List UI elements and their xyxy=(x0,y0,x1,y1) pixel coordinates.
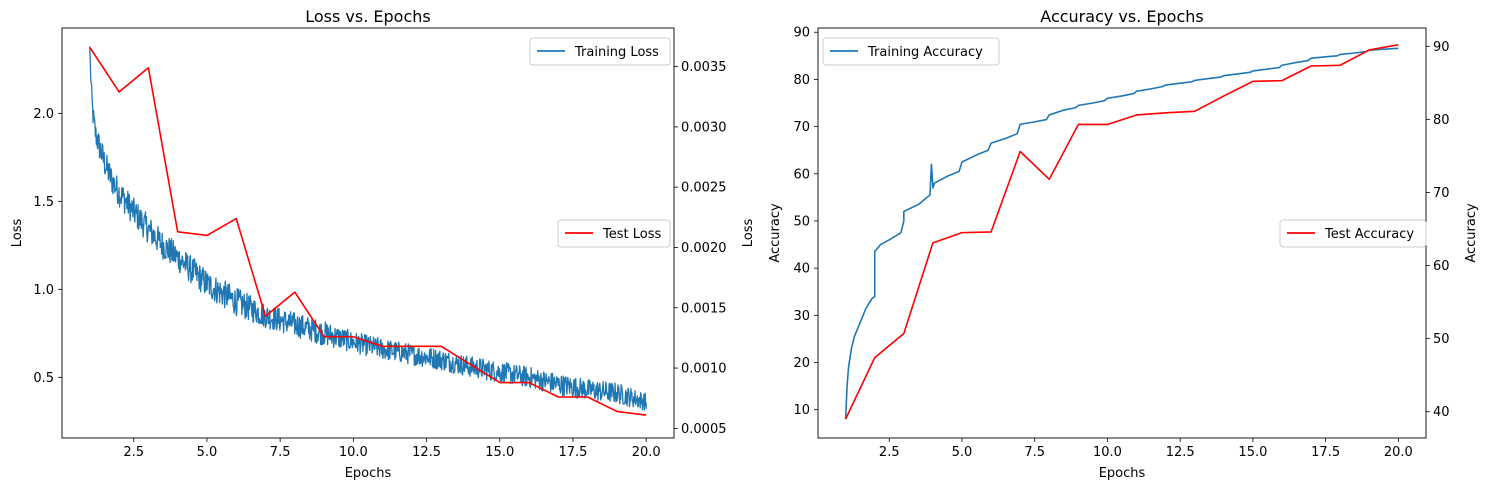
training-accuracy-line xyxy=(844,47,1399,420)
loss-y-tick-label: 2.0 xyxy=(33,107,54,122)
accuracy-x-tick-label: 12.5 xyxy=(1166,445,1195,460)
loss-x-tick-label: 17.5 xyxy=(558,445,587,460)
test-accuracy-line xyxy=(844,44,1399,420)
loss-axis-ticks: 2.5 5.0 7.5 10.0 12.5 15.0 17.5 20.0 0.5 1.0 1.5 2.… xyxy=(33,60,726,460)
accuracy-y-tick-label: 20 xyxy=(793,356,810,371)
loss-right-y-tick-label: 0.0025 xyxy=(681,181,727,196)
accuracy-y-tick-label: 80 xyxy=(793,73,810,88)
accuracy-right-y-tick-label: 80 xyxy=(1433,113,1450,128)
test-accuracy-legend-box xyxy=(1279,219,1427,248)
training-loss-line xyxy=(89,46,647,411)
training-accuracy-legend: Training Accuracy xyxy=(822,37,1000,66)
loss-plot-lines xyxy=(89,46,647,416)
test-loss-legend-label: Test Loss xyxy=(602,227,661,242)
accuracy-right-y-tick-label: 70 xyxy=(1433,186,1450,201)
accuracy-axis-ticks: 2.5 5.0 7.5 10.0 12.5 15.0 17.5 20.0 10 20 30 40 50 6… xyxy=(793,26,1449,460)
loss-right-y-axis-label: Loss xyxy=(741,219,756,248)
loss-x-tick-label: 15.0 xyxy=(485,445,514,460)
accuracy-y-tick-label: 30 xyxy=(793,309,810,324)
accuracy-y-tick-label: 40 xyxy=(793,262,810,277)
accuracy-y-tick-label: 50 xyxy=(793,214,810,229)
training-accuracy-legend-label: Training Accuracy xyxy=(867,45,983,60)
accuracy-title: Accuracy vs. Epochs xyxy=(1040,7,1203,26)
training-loss-legend-box xyxy=(529,37,671,66)
accuracy-x-tick-label: 2.5 xyxy=(879,445,900,460)
accuracy-x-tick-label: 17.5 xyxy=(1311,445,1340,460)
training-accuracy-legend-box xyxy=(822,37,1000,66)
accuracy-right-y-tick-label: 50 xyxy=(1433,332,1450,347)
loss-x-tick-label: 2.5 xyxy=(123,445,144,460)
loss-x-axis-label: Epochs xyxy=(345,466,392,481)
loss-right-y-tick-label: 0.0010 xyxy=(681,362,727,377)
loss-y-tick-label: 1.0 xyxy=(33,283,54,298)
loss-right-y-tick-label: 0.0030 xyxy=(681,120,727,135)
accuracy-x-tick-label: 20.0 xyxy=(1384,445,1413,460)
accuracy-y-tick-label: 90 xyxy=(793,26,810,41)
loss-right-y-tick-label: 0.0015 xyxy=(681,301,727,316)
loss-panel: 2.5 5.0 7.5 10.0 12.5 15.0 17.5 20.0 0.5 1.0 1.5 2.… xyxy=(10,7,756,481)
loss-title: Loss vs. Epochs xyxy=(305,7,430,26)
loss-x-tick-label: 12.5 xyxy=(412,445,441,460)
accuracy-right-y-axis-label: Accuracy xyxy=(1464,203,1479,263)
accuracy-y-axis-label: Accuracy xyxy=(768,203,783,263)
test-loss-line xyxy=(89,46,647,416)
loss-right-y-tick-label: 0.0020 xyxy=(681,241,727,256)
test-loss-legend: Test Loss xyxy=(557,219,671,248)
loss-y-axis-label: Loss xyxy=(10,219,25,248)
accuracy-x-tick-label: 7.5 xyxy=(1024,445,1045,460)
loss-x-tick-label: 5.0 xyxy=(197,445,218,460)
accuracy-plot-lines xyxy=(844,44,1399,420)
accuracy-x-tick-label: 15.0 xyxy=(1238,445,1267,460)
loss-right-y-tick-label: 0.0035 xyxy=(681,60,727,75)
accuracy-panel: 2.5 5.0 7.5 10.0 12.5 15.0 17.5 20.0 10 20 30 40 50 6… xyxy=(768,7,1479,481)
loss-x-tick-label: 20.0 xyxy=(632,445,661,460)
loss-x-tick-label: 7.5 xyxy=(270,445,291,460)
training-loss-legend: Training Loss xyxy=(529,37,671,66)
test-accuracy-legend: Test Accuracy xyxy=(1279,219,1427,248)
accuracy-x-tick-label: 5.0 xyxy=(952,445,973,460)
loss-y-tick-label: 0.5 xyxy=(33,371,54,386)
accuracy-right-y-tick-label: 40 xyxy=(1433,405,1450,420)
loss-right-y-tick-label: 0.0005 xyxy=(681,422,727,437)
accuracy-x-axis-label: Epochs xyxy=(1099,466,1146,481)
loss-x-tick-label: 10.0 xyxy=(339,445,368,460)
test-accuracy-legend-label: Test Accuracy xyxy=(1324,227,1414,242)
test-loss-legend-box xyxy=(557,219,671,248)
accuracy-y-tick-label: 10 xyxy=(793,403,810,418)
accuracy-x-tick-label: 10.0 xyxy=(1093,445,1122,460)
training-loss-legend-label: Training Loss xyxy=(574,45,659,60)
accuracy-right-y-tick-label: 90 xyxy=(1433,40,1450,55)
loss-plot-frame xyxy=(61,27,675,439)
accuracy-y-tick-label: 70 xyxy=(793,120,810,135)
accuracy-right-y-tick-label: 60 xyxy=(1433,259,1450,274)
loss-y-tick-label: 1.5 xyxy=(33,195,54,210)
accuracy-y-tick-label: 60 xyxy=(793,167,810,182)
